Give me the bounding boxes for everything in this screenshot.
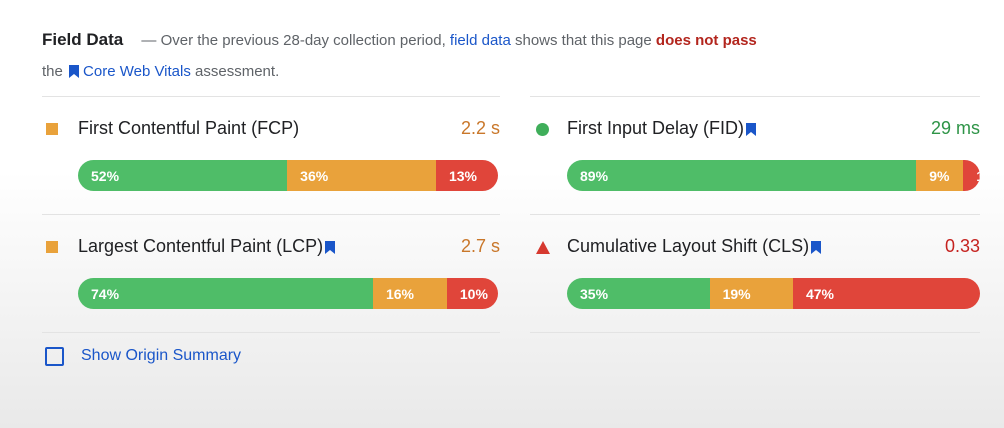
metric-label: First Contentful Paint (FCP) <box>78 118 300 138</box>
column: First Contentful Paint (FCP) 2.2 s 52% 36… <box>42 96 500 333</box>
metric-label: First Input Delay (FID) <box>567 118 760 139</box>
metric-name: First Input Delay (FID) <box>567 118 745 138</box>
segment-label: 13% <box>448 167 477 184</box>
header: Field Data — Over the previous 28-day co… <box>42 24 942 87</box>
bookmark-icon <box>69 65 80 78</box>
metric: Cumulative Layout Shift (CLS) 0.33 35% 19… <box>530 214 980 333</box>
checkbox-label[interactable]: Show Origin Summary <box>81 347 242 364</box>
metric-label: Cumulative Layout Shift (CLS) <box>567 236 825 257</box>
segment-label: 1% <box>976 168 980 184</box>
distribution-segment: 74% <box>78 278 373 309</box>
segment-label: 35% <box>580 285 609 302</box>
bookmark-icon <box>746 123 757 136</box>
column: First Input Delay (FID) 29 ms 89% 9% 1% Cu… <box>530 96 980 333</box>
distribution-segment: 89% <box>567 160 917 191</box>
distribution-bar: 89% 9% 1% <box>567 160 980 191</box>
distribution-segment: 9% <box>916 160 964 191</box>
text: — Over the previous 28-day collection pe… <box>141 32 446 49</box>
segment-label: 10% <box>459 285 488 302</box>
metric-name: Largest Contentful Paint (LCP) <box>78 236 324 256</box>
metric-value: 0.33 <box>944 236 980 256</box>
metric: First Input Delay (FID) 29 ms 89% 9% 1% <box>530 96 980 214</box>
segment-label: 74% <box>91 285 120 302</box>
status-icon <box>46 241 58 253</box>
metric-value: 29 ms <box>930 118 980 138</box>
metric-label: Largest Contentful Paint (LCP) <box>78 236 339 257</box>
metric-value: 2.2 s <box>460 118 500 138</box>
segment-label: 52% <box>91 167 120 184</box>
status-icon <box>46 123 58 135</box>
distribution-segment: 35% <box>567 278 710 309</box>
metric-value: 2.7 s <box>460 236 500 256</box>
segment-label: 47% <box>805 285 834 302</box>
text: shows that this page <box>514 32 652 49</box>
bookmark-icon <box>811 241 822 254</box>
status-icon <box>536 241 550 254</box>
link[interactable]: Core Web Vitals <box>83 63 191 80</box>
distribution-segment: 52% <box>78 160 288 191</box>
distribution-segment: 1% <box>963 160 980 191</box>
metric: Largest Contentful Paint (LCP) 2.7 s 74%… <box>42 214 500 333</box>
segment-label: 36% <box>300 167 329 184</box>
distribution-bar: 52% 36% 13% <box>78 160 498 191</box>
distribution-segment: 13% <box>435 160 498 191</box>
distribution-segment: 36% <box>287 160 436 191</box>
distribution-segment: 10% <box>446 278 498 309</box>
distribution-segment: 16% <box>372 278 447 309</box>
metric-name: Cumulative Layout Shift (CLS) <box>567 236 810 256</box>
text: assessment. <box>195 63 280 80</box>
checkbox[interactable] <box>45 347 64 366</box>
metric: First Contentful Paint (FCP) 2.2 s 52% 36… <box>42 96 500 214</box>
bookmark-icon <box>325 241 336 254</box>
segment-label: 16% <box>385 285 414 302</box>
distribution-segment: 19% <box>709 278 793 309</box>
segment-label: 89% <box>580 167 609 184</box>
text: the <box>42 63 63 80</box>
title: Field Data <box>42 30 124 49</box>
distribution-bar: 74% 16% 10% <box>78 278 498 309</box>
distribution-segment: 47% <box>792 278 980 309</box>
segment-label: 19% <box>722 285 751 302</box>
verdict: does not pass <box>655 32 757 49</box>
link[interactable]: field data <box>449 32 511 49</box>
distribution-bar: 35% 19% 47% <box>567 278 980 309</box>
status-icon <box>536 123 549 136</box>
segment-label: 9% <box>929 167 950 184</box>
